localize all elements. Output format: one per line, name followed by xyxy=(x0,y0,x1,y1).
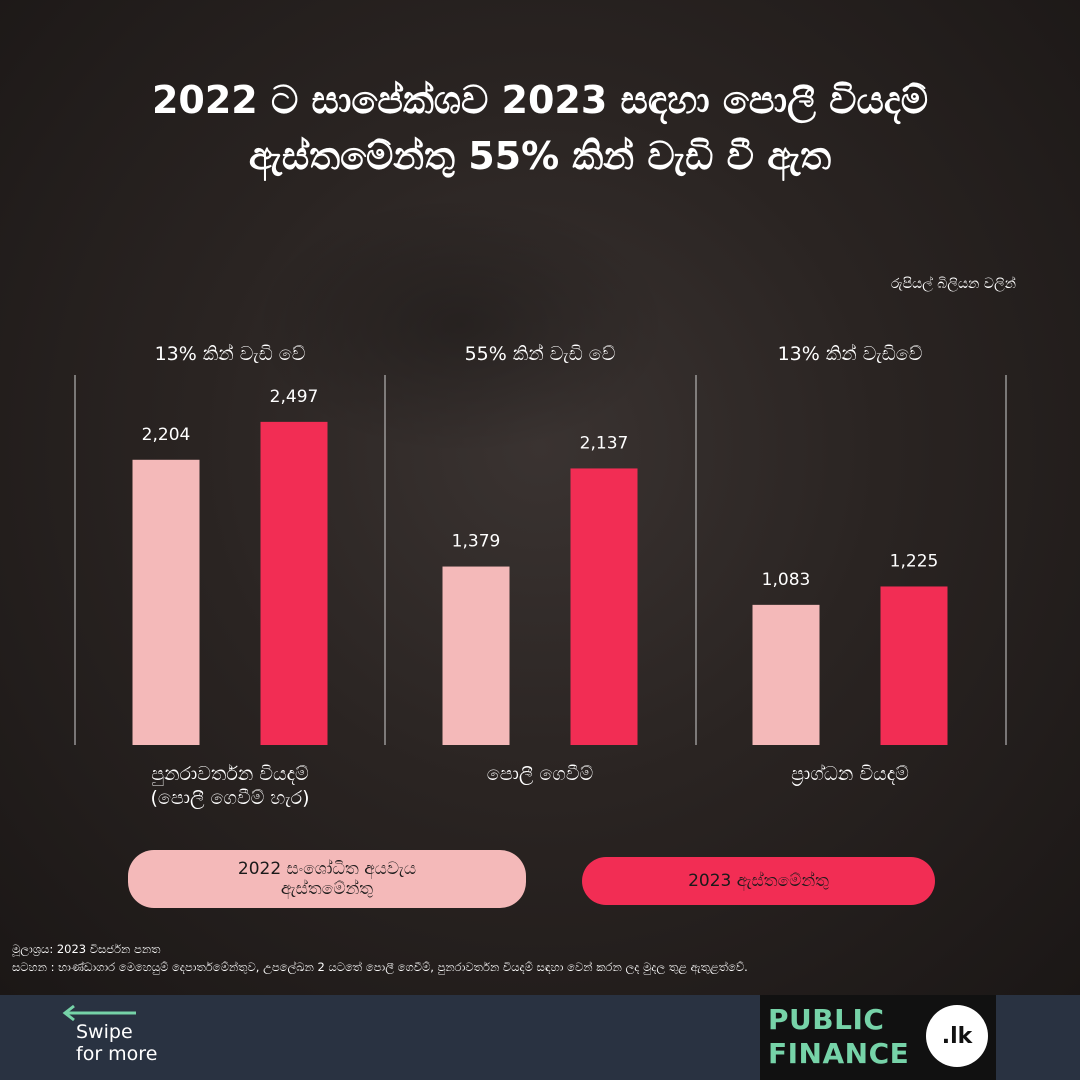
bar xyxy=(132,459,200,745)
data-label: 2,204 xyxy=(142,425,191,445)
group-dividers xyxy=(74,375,1007,745)
bars xyxy=(132,421,948,745)
brand-badge: .lk xyxy=(926,1005,988,1067)
background-seal xyxy=(250,195,670,455)
growth-label: 13% කින් වැඩිවේ xyxy=(778,343,923,365)
unit-note: රුපියල් බිලියන වලින් xyxy=(890,276,1016,292)
brand-word-finance: FINANCE xyxy=(768,1037,910,1070)
data-label: 2,137 xyxy=(580,433,629,453)
category-label: ප්‍රාග්ධන වියදම් xyxy=(791,763,909,786)
legend-label-2022: 2022 සංශෝධිත අයවැය ඇස්තමේන්තු xyxy=(237,859,417,899)
legend-item-2022: 2022 සංශෝධිත අයවැය ඇස්තමේන්තු xyxy=(128,850,526,908)
data-label: 1,083 xyxy=(762,570,811,590)
data-label: 1,225 xyxy=(890,551,939,571)
growth-labels: 13% කින් වැඩි වේ 55% කින් වැඩි වේ 13% කින්… xyxy=(155,343,923,365)
footer-notes: මූලාශ්‍රය: 2023 විසර්ජන පනත සටහන : භාණ්ඩ… xyxy=(12,940,1072,976)
bar xyxy=(880,586,948,745)
category-labels: පුනරාවර්තන වියදම්(පොලී ගෙවීම් හැර) පොලී ග… xyxy=(150,763,908,809)
bar-chart: 13% කින් වැඩි වේ 55% කින් වැඩි වේ 13% කින්… xyxy=(74,343,1007,809)
legend-label-2023: 2023 ඇස්තමේන්තු xyxy=(688,871,829,891)
swipe-for-more[interactable]: Swipe for more xyxy=(60,1003,210,1073)
legend-item-2023: 2023 ඇස්තමේන්තු xyxy=(582,857,935,905)
category-label: පොලී ගෙවීම් xyxy=(487,763,593,785)
growth-label: 55% කින් වැඩි වේ xyxy=(465,343,616,365)
growth-label: 13% කින් වැඩි වේ xyxy=(155,343,306,365)
brand-word-public: PUBLIC xyxy=(768,1003,885,1036)
brand-logo: PUBLIC FINANCE .lk xyxy=(760,995,996,1080)
bar xyxy=(570,468,638,745)
data-label: 1,379 xyxy=(452,532,501,552)
value-labels: 2,204 1,379 1,083 2,497 2,137 1,225 xyxy=(142,387,939,590)
swipe-text: Swipe for more xyxy=(76,1021,158,1065)
chart-title-line-2: ඇස්තමේන්තු 55% කින් වැඩි වී ඇත xyxy=(248,134,832,178)
arrow-left-icon xyxy=(62,1004,136,1022)
chart-title: 2022 ට සාපේක්ශව 2023 සඳහා පොලී වියදම් ඇස… xyxy=(60,72,1020,184)
bar xyxy=(260,421,328,745)
bar xyxy=(752,604,820,745)
chart-title-line-1: 2022 ට සාපේක්ශව 2023 සඳහා පොලී වියදම් xyxy=(151,78,929,122)
bar xyxy=(442,566,510,745)
data-label: 2,497 xyxy=(270,387,319,407)
footnote: සටහන : භාණ්ඩාගාර මෙහෙයුම් දෙපාර්තමේන්තුව… xyxy=(12,960,748,974)
category-label: පුනරාවර්තන වියදම් xyxy=(151,763,309,787)
source-note: මූලාශ්‍රය: 2023 විසර්ජන පනත xyxy=(12,942,161,956)
category-label: (පොලී ගෙවීම් හැර) xyxy=(150,787,309,809)
